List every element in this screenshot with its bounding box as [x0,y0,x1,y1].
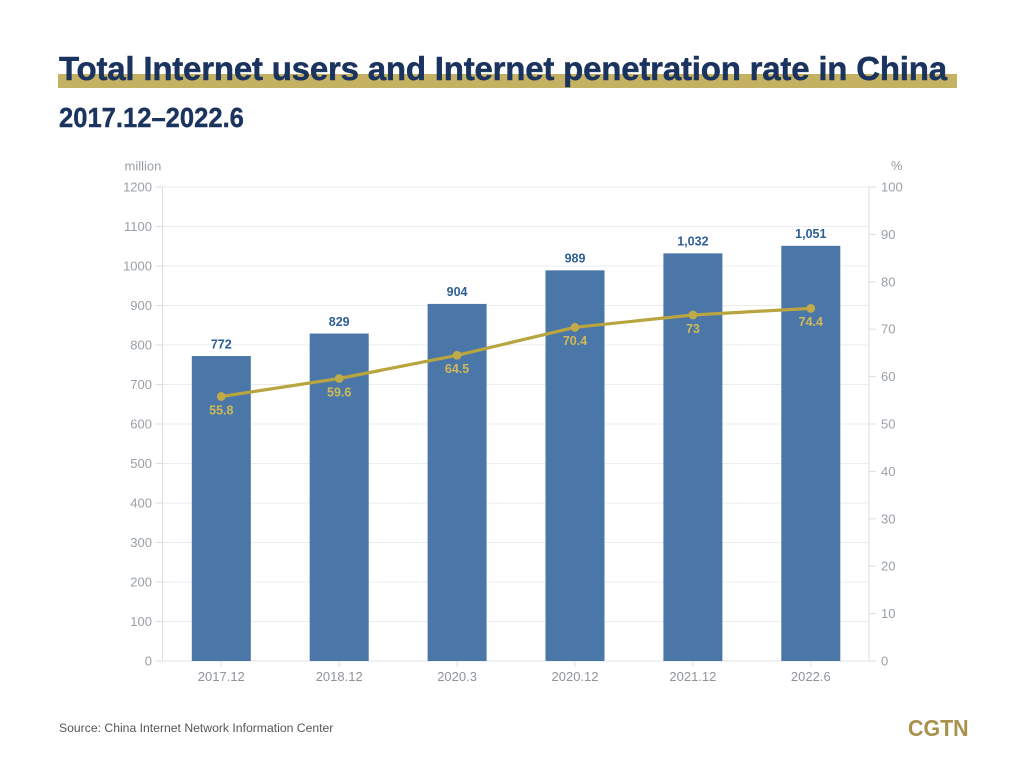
svg-text:64.5: 64.5 [445,362,469,376]
svg-text:1,051: 1,051 [795,227,826,241]
svg-text:1,032: 1,032 [677,235,708,249]
svg-text:300: 300 [130,535,152,550]
svg-text:59.6: 59.6 [327,385,351,399]
svg-text:829: 829 [329,315,350,329]
svg-text:%: % [891,158,903,173]
svg-text:2022.6: 2022.6 [791,669,831,684]
svg-text:904: 904 [447,285,468,299]
svg-text:20: 20 [881,559,895,574]
svg-text:100: 100 [881,180,903,195]
svg-text:0: 0 [881,654,888,669]
svg-text:989: 989 [565,252,586,266]
svg-text:800: 800 [130,338,152,353]
svg-text:2020.3: 2020.3 [437,669,477,684]
svg-text:2017.12: 2017.12 [198,669,245,684]
svg-text:60: 60 [881,369,895,384]
svg-text:700: 700 [130,377,152,392]
svg-text:73: 73 [686,322,700,336]
svg-text:100: 100 [130,614,152,629]
svg-text:10: 10 [881,606,895,621]
svg-text:50: 50 [881,417,895,432]
svg-text:80: 80 [881,274,895,289]
svg-text:2018.12: 2018.12 [316,669,363,684]
svg-text:0: 0 [145,654,152,669]
svg-text:90: 90 [881,227,895,242]
svg-text:200: 200 [130,575,152,590]
svg-text:1200: 1200 [123,180,152,195]
svg-text:74.4: 74.4 [799,315,823,329]
svg-text:772: 772 [211,337,232,351]
svg-text:70.4: 70.4 [563,334,587,348]
svg-text:55.8: 55.8 [209,403,233,417]
svg-text:400: 400 [130,496,152,511]
svg-text:1100: 1100 [124,219,152,234]
svg-text:2021.12: 2021.12 [669,669,716,684]
svg-text:1000: 1000 [123,259,152,274]
svg-text:500: 500 [130,456,152,471]
svg-text:30: 30 [881,511,895,526]
svg-text:million: million [125,159,162,174]
svg-text:40: 40 [881,464,895,479]
svg-text:70: 70 [881,322,895,337]
svg-text:600: 600 [130,417,152,432]
svg-text:900: 900 [130,298,152,313]
svg-text:2020.12: 2020.12 [552,669,599,684]
